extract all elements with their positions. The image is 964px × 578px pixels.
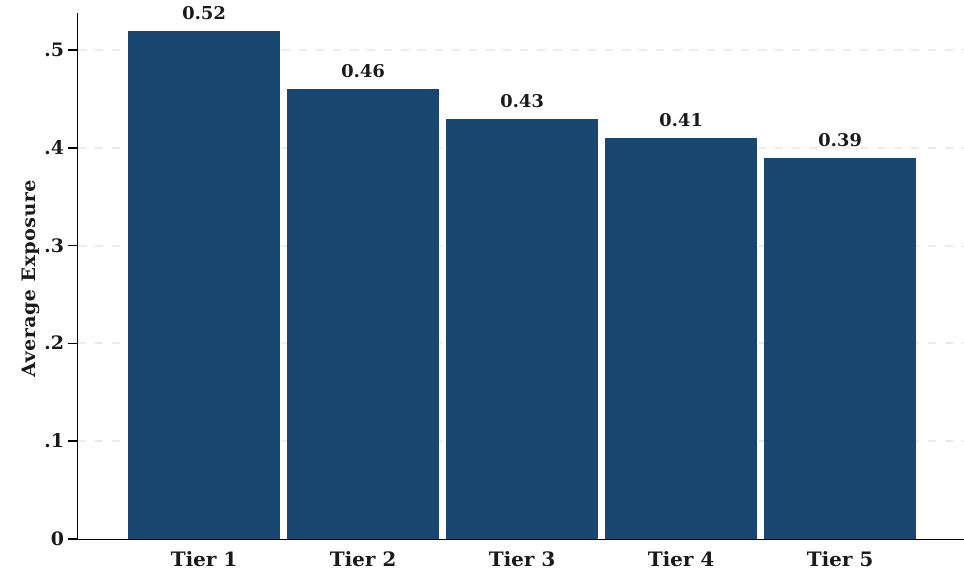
bar-tier-2 [287, 89, 439, 539]
y-tick-mark [68, 538, 77, 540]
y-tick-label: .5 [44, 39, 64, 62]
bar-value-label: 0.39 [818, 129, 862, 151]
x-axis-line [76, 538, 964, 540]
y-tick-label: .3 [44, 234, 64, 257]
y-tick-mark [68, 49, 77, 51]
y-axis-title: Average Exposure [18, 179, 40, 377]
x-category-label: Tier 1 [170, 547, 238, 571]
x-category-label: Tier 5 [806, 547, 874, 571]
x-category-label: Tier 2 [329, 547, 397, 571]
y-tick-mark [68, 147, 77, 149]
bar-tier-3 [446, 118, 598, 539]
bar-value-label: 0.46 [341, 61, 385, 83]
bar-tier-1 [128, 30, 280, 539]
bar-value-label: 0.41 [659, 110, 703, 132]
gridline-y-5 [78, 49, 964, 52]
x-category-label: Tier 4 [647, 547, 715, 571]
bar-value-label: 0.43 [500, 90, 544, 112]
bar-tier-5 [764, 157, 916, 539]
bar-tier-4 [605, 138, 757, 539]
bar-value-label: 0.52 [182, 2, 226, 24]
y-tick-mark [68, 440, 77, 442]
y-tick-mark [68, 342, 77, 345]
x-category-label: Tier 3 [488, 547, 556, 571]
y-tick-label: .1 [44, 430, 64, 453]
y-tick-label: .2 [44, 332, 64, 355]
y-tick-label: 0 [50, 528, 64, 550]
y-tick-label: .4 [44, 136, 64, 159]
y-axis-line [76, 13, 78, 540]
y-tick-mark [68, 244, 77, 247]
